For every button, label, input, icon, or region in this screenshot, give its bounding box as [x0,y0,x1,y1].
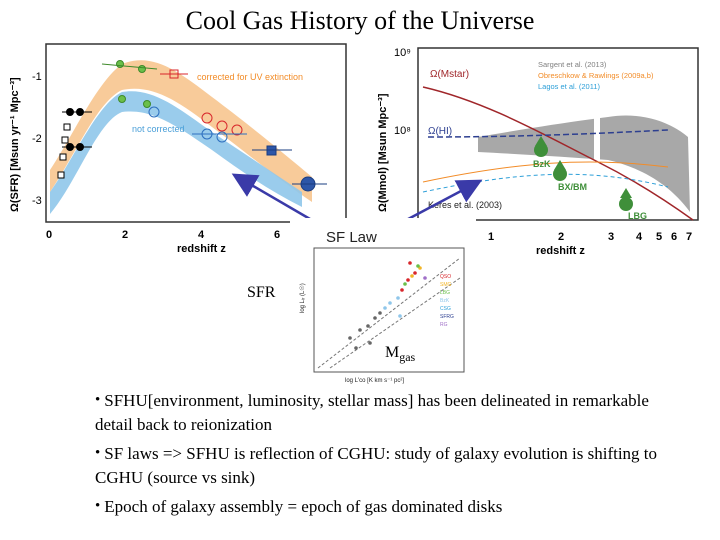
sfr-point [143,100,151,108]
bullet-text: SFHU[environment, luminosity, stellar ma… [95,391,649,434]
mgas-subscript: gas [399,350,416,365]
sflaw-legend: SFRG [440,314,454,320]
lbg-label: LBG [628,211,647,221]
x-tick: 3 [608,231,614,243]
gas-data-points [534,136,633,211]
bullet-item: • Epoch of galaxy assembly = epoch of gas… [95,497,503,516]
y-tick: -2 [32,133,42,145]
bullet-text: SF laws => SFHU is reflection of CGHU: s… [95,444,658,487]
sfr-point [118,95,126,103]
arrow-to-sfr [231,173,323,228]
sfr-point [216,120,228,132]
sfr-history-panel: corrected for UV extinction not correcte… [9,43,347,255]
x-tick: 5 [656,231,662,243]
bzk-point [534,143,548,157]
sfr-data-points [57,60,327,192]
sfr-point [201,112,213,124]
sf-law-panel: SF Law QSO SMG LBG BzK CSG SFRG RG log L… [290,218,476,390]
uncorrected-band [50,91,302,214]
sflaw-legend: BzK [440,298,450,304]
sfr-point [216,131,228,143]
x-tick: 2 [122,229,128,241]
sfr-point [57,171,65,179]
x-axis-label: redshift z [177,243,226,255]
x-tick: 0 [46,229,52,241]
bullet-list: • SFHU[environment, luminosity, stellar m… [95,388,685,523]
x-tick: 7 [686,231,692,243]
mgas-main: M [385,344,400,361]
legend-entry: Obreschkow & Rawlings (2009a,b) [538,71,654,80]
uncorrected-band-label: not corrected [132,124,185,134]
sfr-point [148,106,160,118]
bxbm-label: BX/BM [558,182,587,192]
legend-entry: Sargent et al. (2013) [538,60,607,69]
bullet-text: Epoch of galaxy assembly = epoch of gas … [104,497,503,516]
mstar-label: Ω(Mstar) [430,69,469,80]
y-axis-label: Ω(SFR) [Msun yr⁻¹ Mpc⁻³] [9,77,21,212]
y-axis-label: Ω(Mmol) [Msun Mpc⁻³] [377,93,389,212]
obreschkow-curve [422,161,669,183]
x-tick: 6 [671,231,677,243]
x-axis-label: redshift z [536,245,585,257]
mstar-curve [422,86,694,221]
corrected-band-label: corrected for UV extinction [197,72,303,82]
sfr-point [63,123,71,131]
mgas-arrow-label: Mgas [385,344,415,365]
bullet-item: • SFHU[environment, luminosity, stellar m… [95,391,649,434]
sflaw-scatter [348,261,427,350]
slide-title: Cool Gas History of the Universe [185,6,535,35]
keres-label: Keres et al. (2003) [428,200,502,210]
bxbm-point [553,167,567,181]
sflaw-legend: SMG [440,282,452,288]
y-tick: -3 [32,195,42,207]
y-tick: -1 [32,71,42,83]
bullet-item: • SF laws => SFHU is reflection of CGHU: … [95,444,658,487]
legend-entry: Lagos et al. (2011) [538,82,600,91]
y-tick: 10⁸ [394,125,411,137]
sflaw-legend: QSO [440,274,451,280]
x-tick: 2 [558,231,564,243]
x-tick: 4 [198,229,205,241]
hi-curve [427,129,669,138]
x-tick: 4 [636,231,643,243]
sfr-point [231,124,243,136]
sfr-point [59,153,67,161]
sflaw-legend: CSG [440,306,451,312]
sflaw-legend: RG [440,322,448,328]
sfr-arrow-label: SFR [247,284,276,301]
y-tick: 10⁹ [394,47,411,59]
sflaw-y-label: log Lᵢᵣ (L☉) [299,283,306,313]
corrected-band [50,60,312,202]
lbg-point [619,197,633,211]
sfr-point [61,136,69,144]
hi-label: Ω(HI) [428,126,452,137]
sflaw-legend: LBG [440,290,450,296]
sflaw-title: SF Law [326,229,377,246]
x-tick: 6 [274,229,280,241]
sargent-band [478,115,690,212]
bzk-label: BzK [533,159,551,169]
sflaw-x-label: log L'co [K km s⁻¹ pc²] [345,378,404,384]
x-tick: 1 [488,231,494,243]
